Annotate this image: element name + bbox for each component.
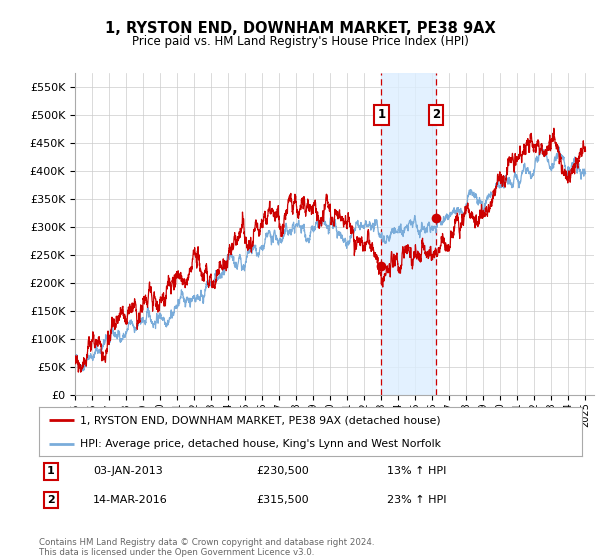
Text: 1: 1 xyxy=(47,466,55,477)
Text: 1: 1 xyxy=(377,108,386,122)
Text: Price paid vs. HM Land Registry's House Price Index (HPI): Price paid vs. HM Land Registry's House … xyxy=(131,35,469,48)
Text: 03-JAN-2013: 03-JAN-2013 xyxy=(94,466,163,477)
Text: £230,500: £230,500 xyxy=(256,466,309,477)
Text: 1, RYSTON END, DOWNHAM MARKET, PE38 9AX: 1, RYSTON END, DOWNHAM MARKET, PE38 9AX xyxy=(104,21,496,36)
Text: Contains HM Land Registry data © Crown copyright and database right 2024.
This d: Contains HM Land Registry data © Crown c… xyxy=(39,538,374,557)
Text: £315,500: £315,500 xyxy=(256,495,309,505)
Text: 23% ↑ HPI: 23% ↑ HPI xyxy=(386,495,446,505)
Text: 2: 2 xyxy=(432,108,440,122)
Text: 2: 2 xyxy=(47,495,55,505)
Text: 1, RYSTON END, DOWNHAM MARKET, PE38 9AX (detached house): 1, RYSTON END, DOWNHAM MARKET, PE38 9AX … xyxy=(80,416,440,426)
Bar xyxy=(382,73,436,395)
Text: HPI: Average price, detached house, King's Lynn and West Norfolk: HPI: Average price, detached house, King… xyxy=(80,439,441,449)
Text: 14-MAR-2016: 14-MAR-2016 xyxy=(94,495,168,505)
Text: 13% ↑ HPI: 13% ↑ HPI xyxy=(386,466,446,477)
